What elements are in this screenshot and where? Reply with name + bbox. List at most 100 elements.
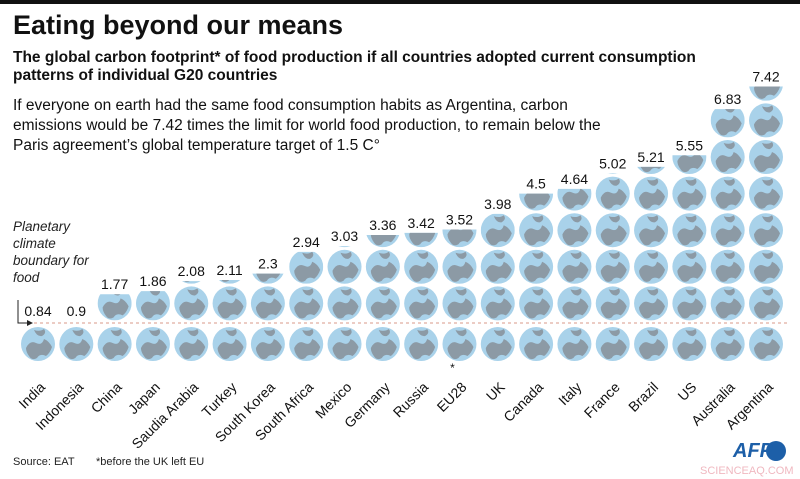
globe-mark [174,286,209,321]
footnote: *before the UK left EU [96,456,205,468]
globe-mark [327,327,362,361]
value-label: 4.64 [561,171,588,187]
globe-mark [404,232,438,248]
globe-mark [634,249,669,284]
globe-mark [519,286,554,321]
value-label: 3.03 [331,228,358,244]
globe-mark [404,286,439,321]
globe-mark [97,294,132,321]
globe-mark [212,286,247,321]
globe-mark [135,327,170,361]
globe-mark [710,140,745,174]
category-label: Italy [555,379,584,408]
globe-mark [607,173,618,174]
globe-mark [710,249,745,284]
globe-mark [672,327,707,361]
value-label: 1.86 [139,273,166,289]
globe-mark [519,193,554,211]
globe-mark [218,280,241,284]
afp-logo: AFP [733,440,773,462]
globe-mark [519,327,554,361]
value-label: 5.55 [676,137,703,153]
value-label: 3.98 [484,196,511,212]
globe-mark [634,176,669,211]
category-label: Brazil [625,379,661,415]
globe-mark [710,213,745,248]
annotation-asterisk: * [450,361,455,375]
category-label: India [15,379,48,412]
globe-mark [634,286,669,321]
value-label: 6.83 [714,91,741,107]
globe-mark [327,249,362,284]
globe-mark [749,213,783,248]
arrow-head [27,320,33,326]
chart-description: If everyone on earth had the same food c… [13,97,601,154]
globe-mark [672,249,707,284]
globe-mark [59,327,94,361]
globe-mark [557,249,592,284]
globe-mark [442,327,477,361]
globe-mark [442,229,477,248]
globe-mark [480,213,515,248]
category-label: UK [483,378,509,404]
globe-mark [710,176,745,211]
globe-mark [710,327,745,361]
globe-mark [637,166,665,174]
chart-title: Eating beyond our means [13,10,344,40]
globe-mark [710,286,745,321]
value-label: 5.02 [599,155,626,171]
globe-mark [174,327,209,361]
globe-mark [327,286,362,321]
category-label: France [581,379,623,421]
globe-mark [595,176,630,211]
boundary-arrow [17,300,30,324]
globe-mark [749,176,783,211]
globe-mark [135,291,170,321]
globe-mark [404,327,439,361]
globe-mark [749,249,783,284]
globe-mark [519,213,554,248]
globe-mark [97,327,132,361]
value-label: 2.11 [216,262,242,278]
value-label: 0.84 [24,303,51,319]
globe-mark [672,213,707,248]
globe-mark [749,103,783,138]
globe-mark [557,213,592,248]
globe-mark [480,327,515,361]
globe-mark [595,286,630,321]
value-label: 2.94 [293,234,320,250]
globe-mark [672,176,707,211]
top-bar [0,0,800,4]
globe-mark [366,234,400,248]
globe-mark [672,155,707,174]
globe-mark [212,327,247,361]
category-label: US [674,379,699,404]
value-label: 0.9 [67,303,87,319]
globe-mark [557,327,592,361]
globe-mark [252,273,284,284]
value-label: 7.42 [752,69,779,85]
globe-mark [480,249,515,284]
globe-mark [250,286,285,321]
globe-mark [250,327,285,361]
globe-mark [365,286,400,321]
globe-mark [182,281,201,284]
globe-mark [557,188,592,211]
globe-mark [749,286,783,321]
value-label: 3.42 [408,215,435,231]
globe-mark [442,286,477,321]
boundary-label: Planetary climate boundary for food [13,219,89,285]
value-label: 2.3 [258,256,278,272]
value-label: 5.21 [637,149,664,165]
globe-mark [710,109,745,138]
value-label: 3.36 [369,217,396,233]
globe-mark [289,251,324,284]
afp-logo-dot [766,441,786,461]
source-note: Source: EAT [13,456,75,468]
category-label: China [88,379,125,416]
globe-mark [595,213,630,248]
globe-mark [404,249,439,284]
globe-mark [634,213,669,248]
